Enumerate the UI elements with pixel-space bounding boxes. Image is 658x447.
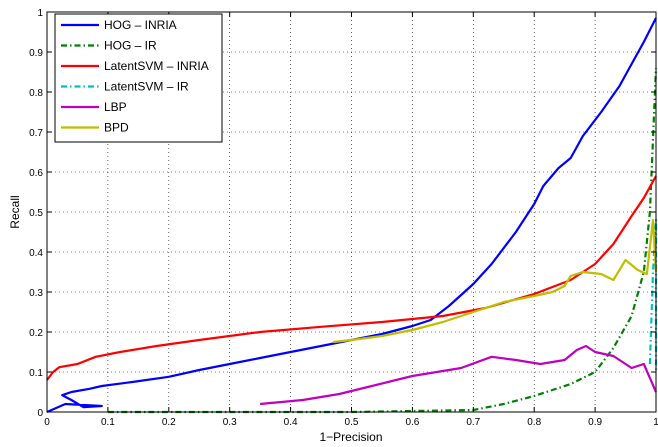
y-axis-label: Recall: [8, 195, 22, 228]
y-tick-label: 0: [37, 408, 43, 419]
series-layer: [46, 17, 658, 414]
y-tick-label: 0.8: [29, 88, 43, 99]
x-tick-label: 0.2: [162, 417, 176, 428]
legend-label: LatentSVM – INRIA: [104, 59, 209, 73]
series-line-5: [259, 344, 658, 406]
series-line-3: [46, 175, 657, 381]
y-tick-label: 0.9: [29, 48, 43, 59]
y-tick-label: 0.7: [29, 128, 43, 139]
legend-label: LBP: [104, 100, 127, 114]
y-tick-label: 0.1: [29, 368, 43, 379]
x-tick-label: 0.8: [527, 417, 541, 428]
legend: HOG – INRIA HOG – IR LatentSVM – INRIA Late…: [54, 13, 223, 143]
x-tick-label: 1: [653, 417, 658, 428]
x-tick-label: 0: [44, 417, 50, 428]
x-tick-label: 0.6: [405, 417, 419, 428]
y-tick-label: 0.5: [29, 208, 43, 219]
x-tick-label: 0.9: [588, 417, 602, 428]
legend-label: HOG – IR: [104, 39, 157, 53]
legend-label: LatentSVM – IR: [104, 80, 189, 94]
y-tick-label: 0.3: [29, 288, 43, 299]
x-axis-label: 1−Precision: [319, 430, 382, 444]
legend-label: HOG – INRIA: [104, 18, 177, 32]
x-tick-label: 0.3: [223, 417, 237, 428]
y-tick-label: 0.6: [29, 168, 43, 179]
x-tick-label: 0.4: [284, 417, 298, 428]
x-tick-label: 0.5: [345, 417, 359, 428]
x-tick-label: 0.7: [466, 417, 480, 428]
y-tick-label: 1: [37, 8, 43, 19]
x-tick-label: 0.1: [101, 417, 115, 428]
ticks: [46, 11, 657, 413]
legend-label: BPD: [104, 121, 129, 135]
y-tick-label: 0.2: [29, 328, 43, 339]
tick-labels: 0 0.1 0.2 0.3 0.4 0.5 0.6 0.7 0.8 0.9 1 0 0.1 0.2 0.3 0…: [29, 8, 658, 428]
y-tick-label: 0.4: [29, 248, 43, 259]
series-line-6: [333, 218, 658, 344]
legend-box: [54, 13, 223, 143]
